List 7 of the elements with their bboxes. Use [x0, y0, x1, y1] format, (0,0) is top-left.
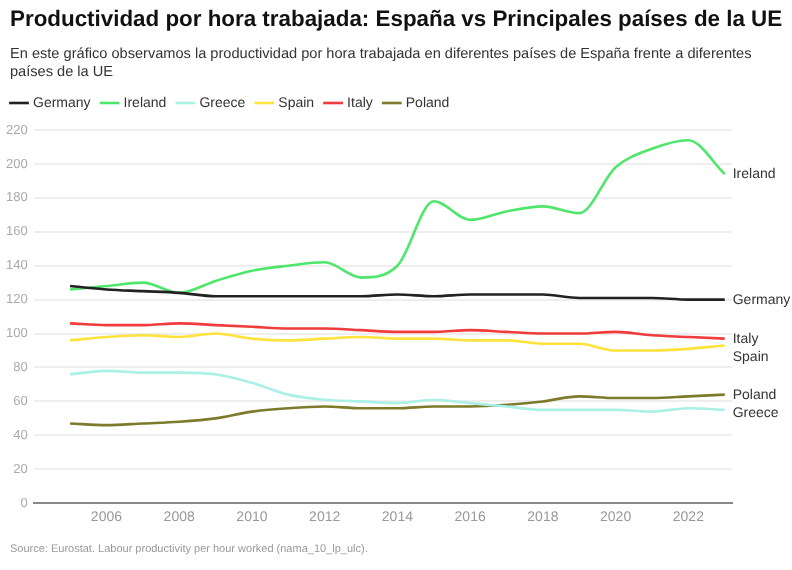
line-series — [68, 393, 727, 427]
line-series — [68, 284, 727, 301]
line-series — [68, 138, 727, 295]
chart-title: Productividad por hora trabajada: España vs Principales países de la UE — [10, 8, 783, 32]
line-series — [68, 322, 727, 340]
line-series — [68, 369, 727, 413]
line-series — [68, 332, 727, 352]
